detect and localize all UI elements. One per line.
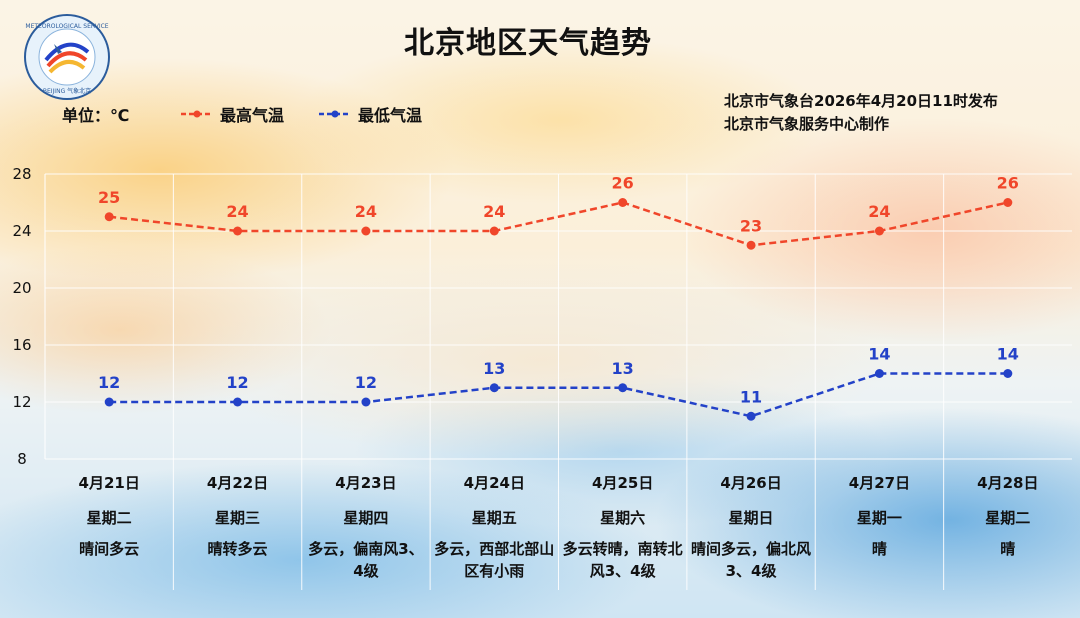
data-label-high: 24 [355,202,377,221]
x-tick-weather: 多云转晴，南转北风3、4级 [562,540,683,580]
x-tick-weather: 晴 [871,540,887,558]
legend-high: 最高气温 [180,102,284,126]
data-point-low [746,411,756,421]
publisher-line-1: 北京市气象台2026年4月20日11时发布 [724,92,998,110]
svg-text:BEIJING 气象北京: BEIJING 气象北京 [43,87,91,95]
data-label-high: 24 [483,202,505,221]
x-tick-weekday: 星期四 [343,509,389,527]
data-point-high [618,198,628,207]
legend-high-label: 最高气温 [220,106,285,125]
x-tick-date: 4月21日 [78,474,140,492]
x-tick-date: 4月24日 [463,474,525,492]
data-point-high [746,240,756,250]
legend-low-line-icon [319,110,351,118]
data-point-low [874,369,884,378]
data-point-high [489,226,499,236]
series-line-high [109,201,1009,247]
data-label-high: 26 [997,174,1019,193]
data-label-low: 14 [868,345,890,364]
x-tick-date: 4月28日 [977,474,1039,492]
x-tick-weather: 晴转多云 [207,540,268,558]
data-point-low [233,397,243,407]
data-point-high [1003,198,1013,207]
x-tick-weather: 晴 [1000,540,1016,558]
y-tick-label: 12 [12,393,31,411]
y-tick-label: 20 [12,279,31,297]
data-point-low [489,383,499,393]
x-tick-weather: 多云，西部北部山区有小雨 [434,540,555,580]
y-tick-label: 16 [12,336,31,354]
legend-low: 最低气温 [318,102,422,126]
data-point-high [104,212,114,222]
data-point-high [874,226,884,236]
series-line-low [109,372,1008,418]
data-label-high: 24 [868,202,890,221]
x-tick-weather: 晴间多云 [79,540,140,558]
legend-low-label: 最低气温 [358,106,423,125]
data-label-low: 13 [612,359,634,378]
data-label-low: 13 [483,359,505,378]
x-tick-weekday: 星期一 [856,509,902,527]
unit-label: 单位：℃ [62,106,130,125]
x-tick-weekday: 星期日 [728,509,774,527]
y-tick-label: 28 [12,165,31,183]
x-tick-date: 4月23日 [335,474,397,492]
data-point-low [1003,369,1013,378]
publisher-line-2: 北京市气象服务中心制作 [724,115,890,133]
x-tick-weekday: 星期六 [600,509,646,527]
data-label-low: 12 [226,373,248,392]
page-title: 北京地区天气趋势 [404,26,652,61]
x-tick-weekday: 星期三 [215,509,261,527]
x-tick-weekday: 星期二 [86,509,132,527]
data-point-low [618,383,628,393]
x-tick-date: 4月25日 [592,474,654,492]
legend-high-line-icon [181,110,213,118]
data-point-high [361,226,371,236]
x-tick-date: 4月27日 [848,474,911,492]
data-label-high: 24 [226,202,248,221]
x-tick-weather: 晴间多云，偏北风3、4级 [691,540,812,580]
y-tick-label: 8 [17,450,27,468]
meteorological-service-logo: METEOROLOGICAL SERVICE BEIJING 气象北京 [24,14,110,100]
x-tick-weekday: 星期五 [471,509,517,527]
data-label-low: 11 [740,387,762,406]
x-tick-date: 4月22日 [206,474,269,492]
data-point-low [104,397,114,407]
data-point-high [233,226,243,236]
y-tick-label: 24 [12,222,31,240]
data-label-low: 12 [98,373,120,392]
x-tick-weekday: 星期二 [985,509,1031,527]
data-label-low: 14 [997,345,1019,364]
data-label-high: 26 [612,174,634,193]
data-point-low [361,397,371,407]
x-tick-date: 4月26日 [720,474,782,492]
publisher-info: 北京市气象台2026年4月20日11时发布 北京市气象服务中心制作 [724,90,998,136]
x-tick-weather: 多云，偏南风3、4级 [308,540,424,580]
svg-text:METEOROLOGICAL SERVICE: METEOROLOGICAL SERVICE [25,23,108,30]
data-label-high: 23 [740,216,762,235]
data-label-low: 12 [355,373,377,392]
data-label-high: 25 [98,188,120,207]
